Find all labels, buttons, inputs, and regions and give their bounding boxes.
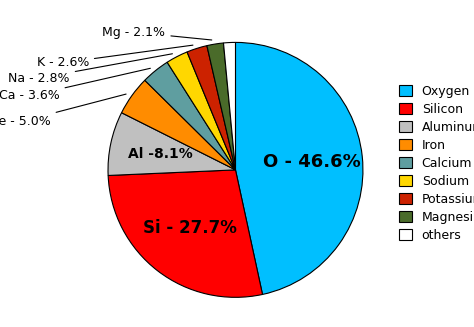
- Text: Fe - 5.0%: Fe - 5.0%: [0, 94, 126, 128]
- Text: K - 2.6%: K - 2.6%: [36, 45, 193, 69]
- Wedge shape: [187, 46, 236, 170]
- Text: Al -8.1%: Al -8.1%: [128, 147, 193, 161]
- Text: O - 46.6%: O - 46.6%: [263, 153, 360, 171]
- Wedge shape: [121, 80, 236, 170]
- Wedge shape: [207, 43, 236, 170]
- Wedge shape: [236, 43, 363, 294]
- Text: Ca - 3.6%: Ca - 3.6%: [0, 68, 150, 102]
- Wedge shape: [223, 43, 236, 170]
- Text: Na - 2.8%: Na - 2.8%: [8, 54, 173, 85]
- Wedge shape: [108, 170, 263, 297]
- Wedge shape: [145, 62, 236, 170]
- Text: Mg - 2.1%: Mg - 2.1%: [102, 26, 212, 40]
- Text: Si - 27.7%: Si - 27.7%: [144, 219, 237, 237]
- Wedge shape: [108, 113, 236, 176]
- Legend: Oxygen, Silicon, Aluminum, Iron, Calcium, Sodium, Potassium, Magnesium, others: Oxygen, Silicon, Aluminum, Iron, Calcium…: [399, 85, 474, 242]
- Wedge shape: [167, 52, 236, 170]
